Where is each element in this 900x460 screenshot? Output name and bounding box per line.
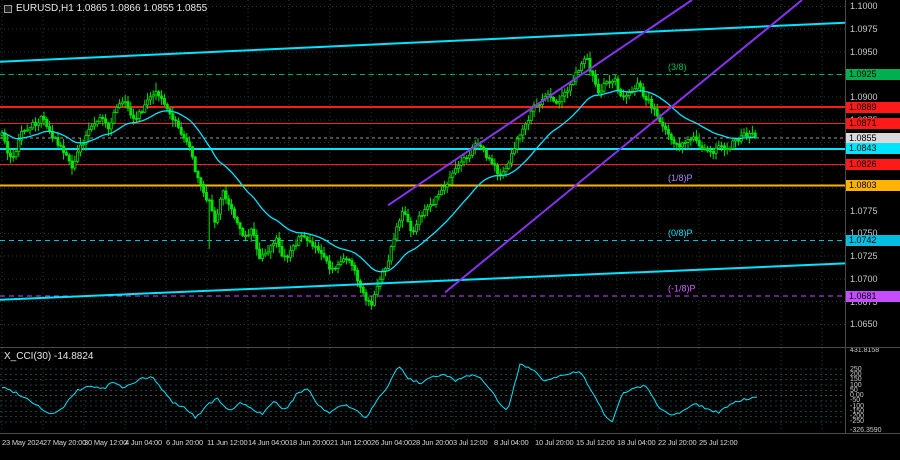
price-tick-label: 1.1000 [850,1,878,12]
time-tick-label: 15 Jul 12:00 [576,438,615,447]
indicator-grid [0,348,845,432]
price-level-tag-murray-3-8: 1.0925 [846,68,900,80]
indicator-tick-label: 150 [850,376,862,384]
time-tick-label: 26 Jun 04:00 [371,438,412,447]
steep-uptrend-line-2 [444,0,803,294]
time-tick-label: 23 May 2024 [2,438,44,447]
indicator-tick-label: -250 [850,418,865,426]
time-tick-label: 3 Jul 12:00 [453,438,488,447]
indicator-tick-label: -50 [850,397,861,405]
time-tick-label: 6 Jun 20:00 [166,438,203,447]
murray-level-label: (1/8)P [668,173,693,183]
time-tick-label: 11 Jun 12:00 [207,438,248,447]
ascending-channel-top [0,21,846,63]
time-tick-label: 21 Jun 12:00 [330,438,371,447]
indicator-tick-label: -200 [850,413,865,421]
indicator-tick-label: -150 [850,407,865,415]
time-tick-label: 8 Jul 04:00 [494,438,529,447]
price-level-tag-support-1: 1.0826 [846,158,900,170]
indicator-tick-label: 0.00 [850,392,864,400]
indicator-tick-label: 250 [850,365,862,373]
price-tick-label: 1.0725 [850,251,878,262]
price-level-tag-murray-0-8: 1.0742 [846,235,900,247]
time-tick-label: 25 Jul 12:00 [699,438,738,447]
trendlines[interactable] [0,0,846,301]
price-tick-label: 1.0700 [850,273,878,284]
cci-indicator-chart[interactable] [0,348,846,432]
main-price-chart[interactable]: (3/8) (1/8)P (0/8)P (-1/8)P [0,0,846,347]
time-axis[interactable]: 23 May 2024 27 May 20:00 30 May 12:00 4 Jun… [0,435,900,460]
time-tick-label: 22 Jul 20:00 [658,438,697,447]
price-level-tag-senkou-span-b: 1.0803 [846,179,900,191]
time-tick-label: 10 Jul 20:00 [535,438,574,447]
time-tick-label: 14 Jun 04:00 [248,438,289,447]
price-level-tag-murray-minus-1-8: 1.0681 [846,290,900,302]
indicator-name-label: X_CCI(30) -14.8824 [4,351,94,362]
steep-uptrend-line-1 [387,0,693,207]
time-tick-label: 30 May 12:00 [84,438,128,447]
cci-line[interactable] [1,363,758,423]
price-tick-label: 1.0775 [850,205,878,216]
time-tick-label: 4 Jun 04:00 [125,438,162,447]
murray-level-label: (0/8)P [668,228,693,238]
indicator-tick-label: -326.3590 [850,426,882,434]
horizontal-levels[interactable] [0,73,845,297]
pane-separator[interactable] [0,347,900,348]
price-axis-separator [845,0,846,433]
price-level-tag-kijun-sen: 1.0843 [846,143,900,155]
indicator-tick-label: 431.8158 [850,346,880,354]
price-level-tag-resistance-2: 1.0871 [846,118,900,130]
murray-level-label: (3/8) [668,62,687,72]
time-axis-separator [0,433,900,434]
price-level-tag-bid-line: 1.0855 [846,132,900,144]
murray-level-label: (-1/8)P [668,284,696,294]
time-tick-label: 27 May 20:00 [43,438,87,447]
symbol-line-text: EURUSD,H1 1.0865 1.0866 1.0855 1.0855 [16,3,208,14]
indicator-tick-label: -100 [850,402,865,410]
time-tick-label: 18 Jul 04:00 [617,438,656,447]
indicator-tick-label: 200 [850,370,862,378]
price-tick-label: 1.0975 [850,24,878,35]
symbol-ohlc-label: EURUSD,H1 1.0865 1.0866 1.0855 1.0855 [4,3,207,14]
indicator-tick-label: 100 [850,381,862,389]
price-tick-label: 1.0650 [850,319,878,330]
price-tick-label: 1.0950 [850,46,878,57]
chart-symbol-icon [4,4,12,13]
ascending-channel-bottom [0,262,846,301]
indicator-scale-axis: 431.8158 250 200 150 100 50 0.00 -50 -100 -150 -20… [846,346,900,434]
time-tick-label: 28 Jun 20:00 [412,438,453,447]
price-axis[interactable]: 1.10001.09751.09501.09251.09001.08751.08… [846,0,900,347]
price-level-tag-resistance-1: 1.0889 [846,101,900,113]
price-tick-label: 1.0900 [850,92,878,103]
indicator-tick-label: 50 [850,386,858,394]
price-tick-label: 1.0750 [850,228,878,239]
ma-line[interactable] [1,90,756,273]
time-tick-label: 18 Jun 20:00 [289,438,330,447]
